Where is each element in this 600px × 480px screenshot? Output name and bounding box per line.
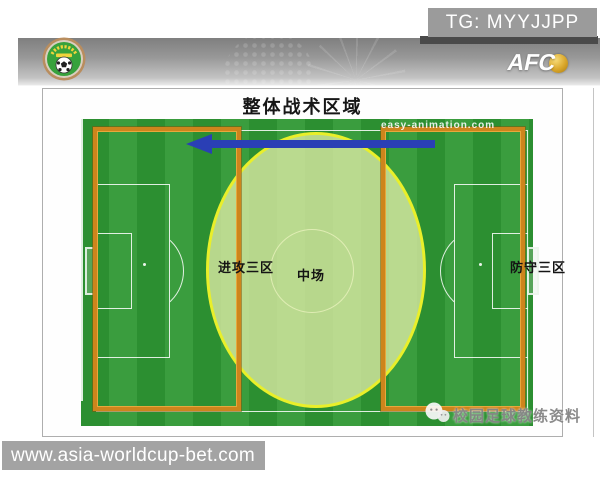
starburst-watermark-icon: [306, 38, 406, 85]
window-frame-line: [593, 88, 594, 437]
attack-direction-arrowhead-icon: [186, 134, 212, 154]
pitch-watermark-text: easy-animation.com: [381, 120, 496, 131]
attacking-third-outline: [93, 127, 241, 411]
left-penalty-arc: [170, 229, 185, 313]
football-crest-icon: [42, 37, 86, 81]
halfway-line: [81, 119, 83, 401]
footer-url-label: www.asia-worldcup-bet.com: [2, 441, 265, 470]
soccer-ball-watermark-icon: [223, 38, 315, 85]
zone-label-midfield: 中场: [296, 268, 325, 283]
zone-label-attacking-third: 进攻三区: [217, 260, 274, 275]
afc-logo-text: AFC: [505, 48, 558, 75]
attack-direction-arrow: [212, 140, 435, 148]
wechat-icon: [424, 401, 450, 430]
presentation-header-bar: [18, 38, 600, 86]
tg-badge-shadow: [420, 36, 598, 44]
football-pitch-diagram: easy-animation.com 进攻三区 中场 防守三区: [81, 119, 565, 426]
right-goal-area: [492, 233, 528, 309]
defensive-third-outline: [381, 127, 525, 411]
right-penalty-area: [454, 184, 528, 358]
source-watermark-text: 校园足球教练资料: [453, 408, 582, 425]
afc-logo: AFC: [505, 48, 568, 75]
zone-label-defensive-third: 防守三区: [509, 260, 566, 275]
globe-icon: [549, 54, 568, 73]
left-goal-area: [96, 233, 132, 309]
midfield-zone-ellipse: [206, 132, 426, 408]
right-goal: [527, 247, 539, 295]
left-penalty-spot: [143, 263, 146, 266]
tg-contact-badge: TG: MYYJJPP: [428, 8, 597, 37]
slide-canvas: 整体战术区域 easy-animation.com 进攻三区 中场: [42, 88, 580, 437]
right-penalty-arc: [440, 229, 454, 313]
source-watermark: 校园足球教练资料: [424, 401, 581, 430]
right-penalty-spot: [479, 263, 482, 266]
slide-title: 整体战术区域: [242, 97, 363, 117]
